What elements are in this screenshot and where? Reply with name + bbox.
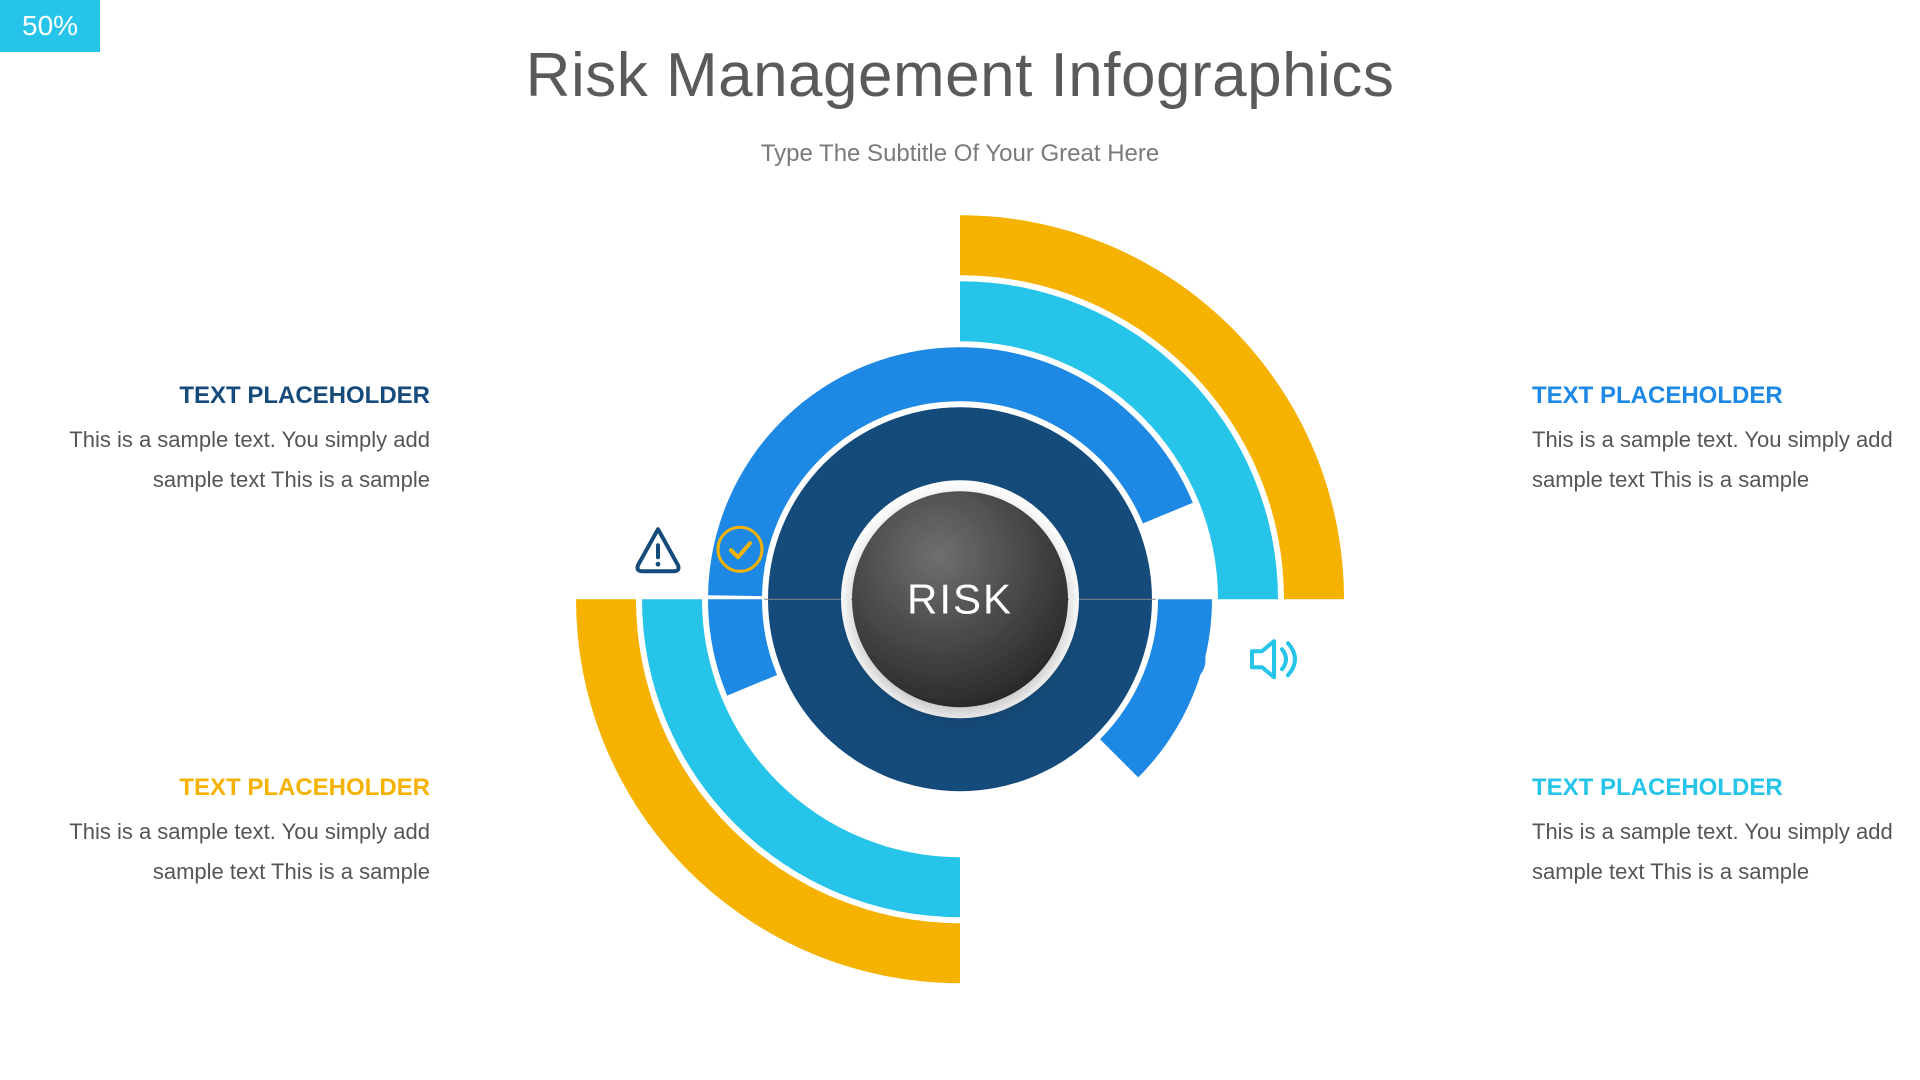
body-top-left: This is a sample text. You simply add sa…: [50, 420, 430, 500]
heading-bottom-right: TEXT PLACEHOLDER: [1532, 774, 1912, 802]
slide-stage: Risk Management Infographics Type The Su…: [0, 0, 1920, 1080]
badge-bottom-right: 50%: [0, 0, 100, 52]
text-block-bottom-left: TEXT PLACEHOLDER This is a sample text. …: [50, 774, 430, 892]
text-block-top-left: TEXT PLACEHOLDER This is a sample text. …: [50, 382, 430, 500]
radial-chart-svg: RISK: [540, 229, 1380, 969]
body-bottom-left: This is a sample text. You simply add sa…: [50, 812, 430, 892]
heading-top-left: TEXT PLACEHOLDER: [50, 382, 430, 410]
body-top-right: This is a sample text. You simply add sa…: [1532, 420, 1912, 500]
text-block-top-right: TEXT PLACEHOLDER This is a sample text. …: [1532, 382, 1912, 500]
slide-subtitle: Type The Subtitle Of Your Great Here: [0, 140, 1920, 168]
radial-chart: RISK: [540, 229, 1380, 969]
heading-bottom-left: TEXT PLACEHOLDER: [50, 774, 430, 802]
center-label: RISK: [907, 576, 1013, 623]
slide-title: Risk Management Infographics: [0, 40, 1920, 111]
body-bottom-right: This is a sample text. You simply add sa…: [1532, 812, 1912, 892]
speaker-icon: [1252, 641, 1295, 677]
text-block-bottom-right: TEXT PLACEHOLDER This is a sample text. …: [1532, 774, 1912, 892]
heading-top-right: TEXT PLACEHOLDER: [1532, 382, 1912, 410]
warning-triangle-icon: [638, 529, 679, 571]
